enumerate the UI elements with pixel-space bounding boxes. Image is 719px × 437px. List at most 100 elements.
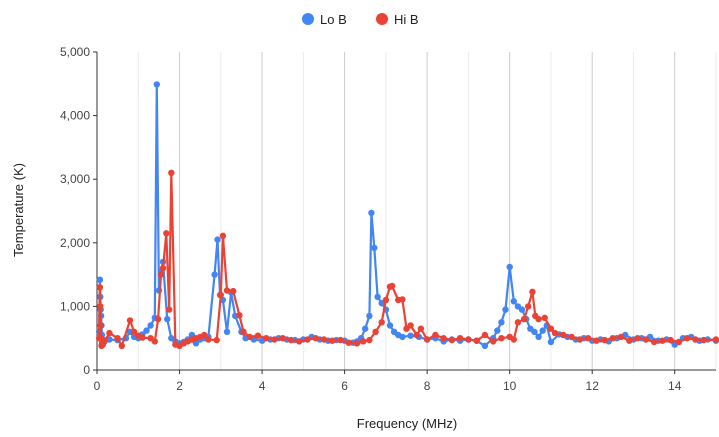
legend-label-hi-b: Hi B bbox=[394, 12, 419, 27]
x-tick-label: 12 bbox=[586, 379, 600, 393]
data-point-lo-b bbox=[510, 298, 517, 305]
data-point-hi-b bbox=[166, 306, 173, 313]
x-tick-label: 6 bbox=[341, 379, 348, 393]
data-point-hi-b bbox=[634, 335, 641, 342]
data-point-hi-b bbox=[683, 335, 691, 342]
data-point-hi-b bbox=[163, 230, 170, 237]
data-point-lo-b bbox=[498, 319, 505, 326]
x-tick-label: 10 bbox=[503, 379, 517, 393]
data-point-lo-b bbox=[506, 263, 513, 271]
y-tick-label: 0 bbox=[83, 363, 90, 377]
data-point-lo-b bbox=[153, 81, 160, 88]
x-tick-label: 14 bbox=[668, 379, 682, 393]
data-point-lo-b bbox=[502, 306, 509, 313]
y-axis-title: Temperature (K) bbox=[11, 163, 26, 257]
data-point-hi-b bbox=[448, 336, 456, 344]
series-layer bbox=[95, 81, 719, 349]
data-point-lo-b bbox=[164, 315, 171, 323]
data-point-hi-b bbox=[423, 336, 431, 343]
data-point-hi-b bbox=[329, 337, 336, 344]
data-point-hi-b bbox=[584, 335, 592, 342]
data-point-hi-b bbox=[118, 342, 126, 349]
y-tick-label: 2,000 bbox=[60, 236, 90, 250]
series-line-hi-b bbox=[98, 171, 717, 347]
data-point-hi-b bbox=[240, 328, 247, 335]
data-point-hi-b bbox=[465, 336, 472, 343]
data-point-hi-b bbox=[473, 337, 480, 344]
data-point-hi-b bbox=[263, 335, 270, 342]
data-point-hi-b bbox=[413, 331, 420, 339]
data-point-hi-b bbox=[159, 265, 167, 272]
data-point-hi-b bbox=[337, 336, 344, 344]
data-point-hi-b bbox=[514, 319, 522, 326]
data-point-lo-b bbox=[147, 322, 154, 329]
data-point-hi-b bbox=[279, 335, 286, 342]
data-point-hi-b bbox=[304, 336, 311, 343]
data-point-lo-b bbox=[368, 209, 375, 217]
data-point-hi-b bbox=[520, 315, 528, 323]
data-point-lo-b bbox=[539, 327, 546, 334]
legend-marker-hi-b bbox=[376, 13, 388, 25]
data-point-hi-b bbox=[201, 331, 208, 339]
data-point-hi-b bbox=[642, 336, 649, 343]
data-point-lo-b bbox=[223, 328, 231, 335]
data-point-hi-b bbox=[246, 333, 253, 341]
x-axis-title: Frequency (MHz) bbox=[357, 416, 457, 431]
data-point-hi-b bbox=[345, 339, 352, 346]
data-point-hi-b bbox=[223, 287, 231, 294]
data-point-lo-b bbox=[211, 271, 218, 278]
data-point-lo-b bbox=[535, 333, 542, 341]
data-point-lo-b bbox=[143, 327, 150, 334]
data-point-hi-b bbox=[551, 329, 559, 337]
data-point-hi-b bbox=[667, 336, 674, 344]
data-point-hi-b bbox=[154, 315, 162, 323]
data-point-hi-b bbox=[700, 336, 707, 344]
data-point-hi-b bbox=[659, 337, 666, 344]
data-point-hi-b bbox=[525, 303, 532, 310]
data-point-hi-b bbox=[675, 338, 683, 346]
data-point-hi-b bbox=[456, 335, 464, 342]
data-point-hi-b bbox=[560, 331, 567, 339]
data-point-hi-b bbox=[101, 338, 108, 345]
data-point-hi-b bbox=[432, 331, 439, 339]
data-point-hi-b bbox=[626, 337, 633, 344]
data-point-hi-b bbox=[353, 340, 361, 347]
x-tick-label: 4 bbox=[259, 379, 266, 393]
data-point-hi-b bbox=[372, 328, 379, 335]
data-point-hi-b bbox=[378, 319, 385, 326]
data-point-lo-b bbox=[366, 312, 373, 320]
data-point-hi-b bbox=[96, 284, 104, 291]
data-point-hi-b bbox=[568, 333, 575, 341]
data-point-lo-b bbox=[547, 338, 555, 346]
data-point-hi-b bbox=[617, 333, 625, 341]
data-point-hi-b bbox=[254, 332, 262, 339]
legend-marker-lo-b bbox=[302, 13, 314, 25]
data-point-hi-b bbox=[236, 312, 243, 319]
data-point-hi-b bbox=[213, 336, 220, 344]
data-point-hi-b bbox=[106, 329, 113, 337]
axes: 0 1,000 2,000 3,000 4,000 5,000 0 2 4 6 8 10 12 14 bbox=[60, 45, 716, 393]
y-tick-label: 3,000 bbox=[60, 172, 90, 186]
data-point-lo-b bbox=[481, 342, 489, 349]
series-lo-b bbox=[95, 81, 719, 349]
data-point-lo-b bbox=[96, 276, 104, 283]
data-point-hi-b bbox=[510, 336, 517, 343]
x-tick-label: 8 bbox=[424, 379, 431, 393]
data-point-hi-b bbox=[547, 325, 555, 332]
data-point-hi-b bbox=[114, 335, 121, 342]
data-point-hi-b bbox=[609, 335, 616, 342]
data-point-hi-b bbox=[650, 338, 658, 346]
x-tick-label: 0 bbox=[94, 379, 101, 393]
data-point-hi-b bbox=[219, 232, 227, 239]
data-point-hi-b bbox=[490, 338, 497, 345]
data-point-hi-b bbox=[417, 325, 425, 332]
data-point-lo-b bbox=[399, 333, 406, 341]
y-tick-label: 4,000 bbox=[60, 109, 90, 123]
data-point-lo-b bbox=[371, 244, 378, 252]
data-point-lo-b bbox=[214, 236, 221, 243]
data-point-hi-b bbox=[157, 271, 165, 278]
legend: Lo B Hi B bbox=[302, 12, 419, 27]
data-point-hi-b bbox=[296, 338, 303, 345]
data-point-lo-b bbox=[106, 336, 113, 343]
